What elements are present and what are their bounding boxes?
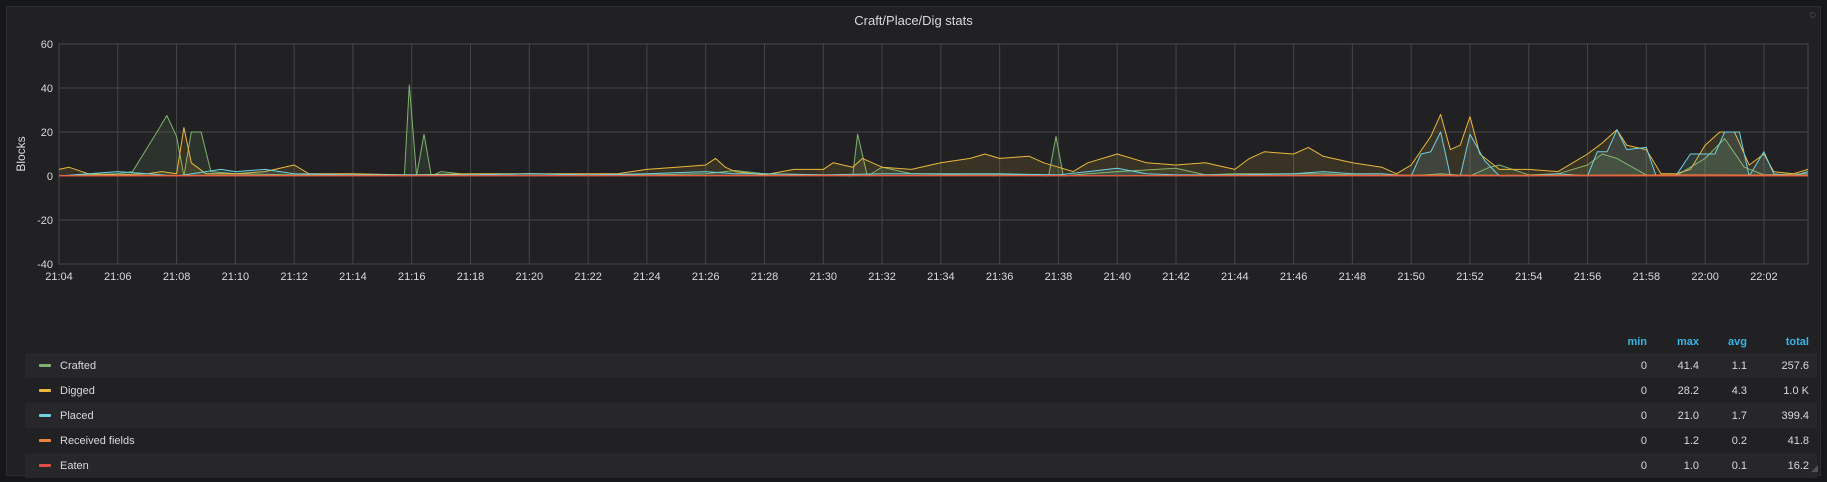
legend-value-min: 0 bbox=[1640, 359, 1647, 372]
x-tick-label: 21:50 bbox=[1397, 271, 1425, 283]
chart-area: -40 -20 0 20 40 60 21:04 21:06 21:08 21:10 21:12 21… bbox=[14, 39, 1809, 283]
legend-swatch-icon[interactable] bbox=[39, 439, 51, 442]
legend-row[interactable]: Received fields 0 1.2 0.2 41.8 bbox=[25, 428, 1817, 453]
y-tick-label: 60 bbox=[41, 39, 53, 51]
x-tick-label: 21:30 bbox=[810, 271, 838, 283]
legend-value-max: 1.0 bbox=[1683, 459, 1699, 472]
legend-series-name[interactable]: Received fields bbox=[60, 434, 135, 447]
panel-title[interactable]: Craft/Place/Dig stats bbox=[854, 13, 973, 28]
plot-frame bbox=[58, 43, 1809, 265]
legend-value-avg: 1.7 bbox=[1731, 409, 1747, 422]
series-line-crafted bbox=[58, 84, 1809, 177]
legend-row[interactable]: Crafted 0 41.4 1.1 257.6 bbox=[25, 353, 1817, 378]
x-tick-label: 21:04 bbox=[45, 271, 73, 283]
legend-swatch-icon[interactable] bbox=[39, 364, 51, 367]
legend-swatch-icon[interactable] bbox=[39, 464, 51, 467]
x-tick-label: 21:52 bbox=[1456, 271, 1484, 283]
legend-value-total: 16.2 bbox=[1787, 459, 1809, 472]
x-tick-label: 21:56 bbox=[1574, 271, 1602, 283]
series-line-digged bbox=[58, 113, 1809, 176]
legend-swatch-icon[interactable] bbox=[39, 389, 51, 392]
legend-series-name[interactable]: Placed bbox=[60, 409, 94, 422]
legend-value-total: 41.8 bbox=[1787, 434, 1809, 447]
x-tick-label: 21:58 bbox=[1633, 271, 1661, 283]
x-tick-label: 21:54 bbox=[1515, 271, 1543, 283]
legend-header-min[interactable]: min bbox=[1627, 336, 1647, 348]
x-tick-label: 21:48 bbox=[1339, 271, 1367, 283]
x-tick-label: 21:40 bbox=[1103, 271, 1131, 283]
legend-series-name[interactable]: Digged bbox=[60, 384, 95, 397]
legend-value-total: 1.0 K bbox=[1783, 384, 1809, 397]
x-tick-label: 21:14 bbox=[339, 271, 367, 283]
legend-value-min: 0 bbox=[1640, 384, 1647, 397]
x-tick-label: 21:06 bbox=[104, 271, 132, 283]
legend-value-avg: 0.2 bbox=[1731, 434, 1747, 447]
legend-value-min: 0 bbox=[1640, 459, 1647, 472]
x-tick-label: 21:46 bbox=[1280, 271, 1308, 283]
x-tick-label: 21:32 bbox=[868, 271, 896, 283]
y-tick-label: 0 bbox=[47, 171, 53, 183]
legend-row[interactable]: Eaten 0 1.0 0.1 16.2 bbox=[25, 453, 1817, 478]
x-tick-label: 21:20 bbox=[516, 271, 544, 283]
x-tick-label: 21:12 bbox=[280, 271, 308, 283]
series-area-digged bbox=[59, 114, 1808, 176]
x-tick-label: 22:02 bbox=[1750, 271, 1778, 283]
x-tick-label: 22:00 bbox=[1691, 271, 1719, 283]
x-tick-label: 21:26 bbox=[692, 271, 720, 283]
y-axis-label: Blocks bbox=[14, 136, 28, 171]
x-tick-label: 21:44 bbox=[1221, 271, 1249, 283]
legend-value-total: 257.6 bbox=[1781, 359, 1809, 372]
legend-header-avg[interactable]: avg bbox=[1728, 336, 1747, 348]
legend-value-min: 0 bbox=[1640, 434, 1647, 447]
x-tick-label: 21:38 bbox=[1045, 271, 1073, 283]
legend: min max avg total Crafted 0 41.4 1.1 257.6 Di… bbox=[25, 331, 1817, 478]
x-tick-label: 21:28 bbox=[751, 271, 779, 283]
legend-header-total[interactable]: total bbox=[1785, 336, 1809, 348]
y-tick-label: -20 bbox=[37, 215, 53, 227]
legend-value-min: 0 bbox=[1640, 409, 1647, 422]
y-tick-label: 40 bbox=[41, 83, 53, 95]
legend-row[interactable]: Placed 0 21.0 1.7 399.4 bbox=[25, 403, 1817, 428]
resize-handle-icon[interactable]: ◢ bbox=[1811, 463, 1818, 473]
x-tick-label: 21:36 bbox=[986, 271, 1014, 283]
x-tick-label: 21:22 bbox=[574, 271, 602, 283]
x-tick-label: 21:16 bbox=[398, 271, 426, 283]
legend-row[interactable]: Digged 0 28.2 4.3 1.0 K bbox=[25, 378, 1817, 403]
y-tick-label: -40 bbox=[37, 259, 53, 271]
x-tick-label: 21:24 bbox=[633, 271, 661, 283]
x-tick-label: 21:18 bbox=[457, 271, 485, 283]
loading-icon: ◌ bbox=[1809, 9, 1816, 21]
legend-series-name[interactable]: Eaten bbox=[60, 459, 89, 472]
legend-value-max: 41.4 bbox=[1677, 359, 1699, 372]
legend-header: min max avg total bbox=[25, 331, 1817, 353]
legend-value-total: 399.4 bbox=[1781, 409, 1809, 422]
legend-value-avg: 0.1 bbox=[1731, 459, 1747, 472]
legend-value-avg: 1.1 bbox=[1731, 359, 1747, 372]
y-tick-label: 20 bbox=[41, 127, 53, 139]
graph-panel: Craft/Place/Dig stats ◌ -40 -20 0 20 40 60 21:… bbox=[6, 6, 1821, 478]
x-tick-label: 21:42 bbox=[1162, 271, 1190, 283]
legend-value-max: 28.2 bbox=[1677, 384, 1699, 397]
legend-value-avg: 4.3 bbox=[1731, 384, 1747, 397]
x-tick-label: 21:34 bbox=[927, 271, 955, 283]
legend-series-name[interactable]: Crafted bbox=[60, 359, 97, 372]
legend-rows: Crafted 0 41.4 1.1 257.6 Digged 0 28.2 4.3 1.0 K P… bbox=[25, 353, 1817, 478]
legend-value-max: 1.2 bbox=[1683, 434, 1699, 447]
legend-header-max[interactable]: max bbox=[1676, 336, 1699, 348]
series-area-crafted bbox=[59, 84, 1808, 176]
x-tick-label: 21:08 bbox=[163, 271, 191, 283]
legend-swatch-icon[interactable] bbox=[39, 414, 51, 417]
x-tick-label: 21:10 bbox=[222, 271, 250, 283]
legend-value-max: 21.0 bbox=[1677, 409, 1699, 422]
